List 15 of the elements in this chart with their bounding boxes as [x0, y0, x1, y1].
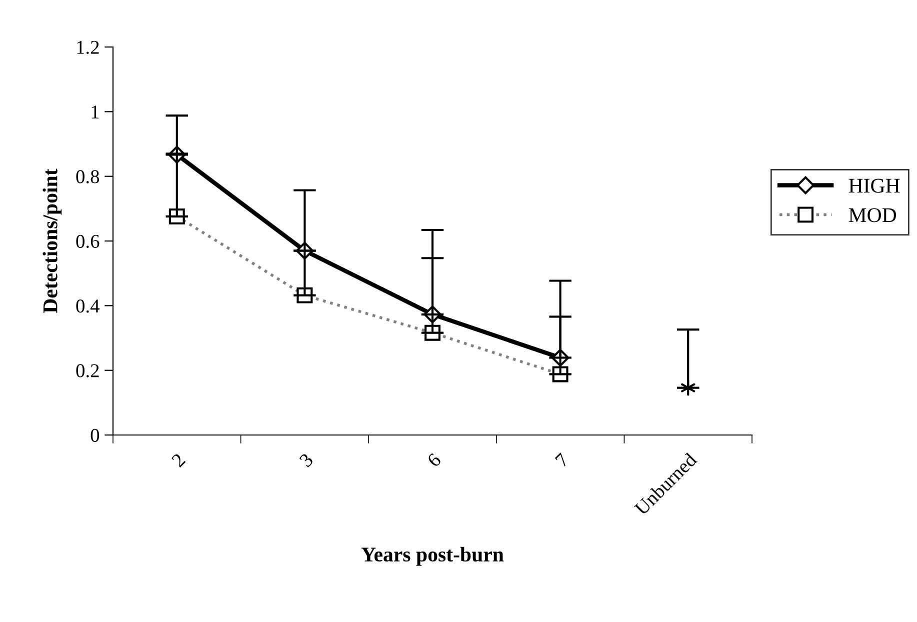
x-tick-label: 2 [171, 452, 186, 468]
y-tick-label: 0.8 [76, 170, 100, 184]
y-tick-label: 0 [90, 428, 100, 442]
y-tick-label: 0.2 [76, 364, 99, 378]
y-tick-label: 0.6 [76, 234, 100, 248]
legend-label: MOD [848, 208, 896, 222]
x-tick-label: 6 [426, 452, 442, 468]
y-tick-label: 0.4 [76, 299, 100, 313]
x-tick-label: 3 [298, 452, 314, 468]
x-axis-title: Years post-burn [361, 546, 504, 566]
legend-label: HIGH [848, 178, 900, 193]
x-tick-label: 7 [554, 452, 570, 468]
y-axis-title: Detections/point [42, 168, 62, 313]
y-tick-label: 1 [92, 106, 99, 118]
y-tick-label: 1.2 [77, 40, 99, 54]
